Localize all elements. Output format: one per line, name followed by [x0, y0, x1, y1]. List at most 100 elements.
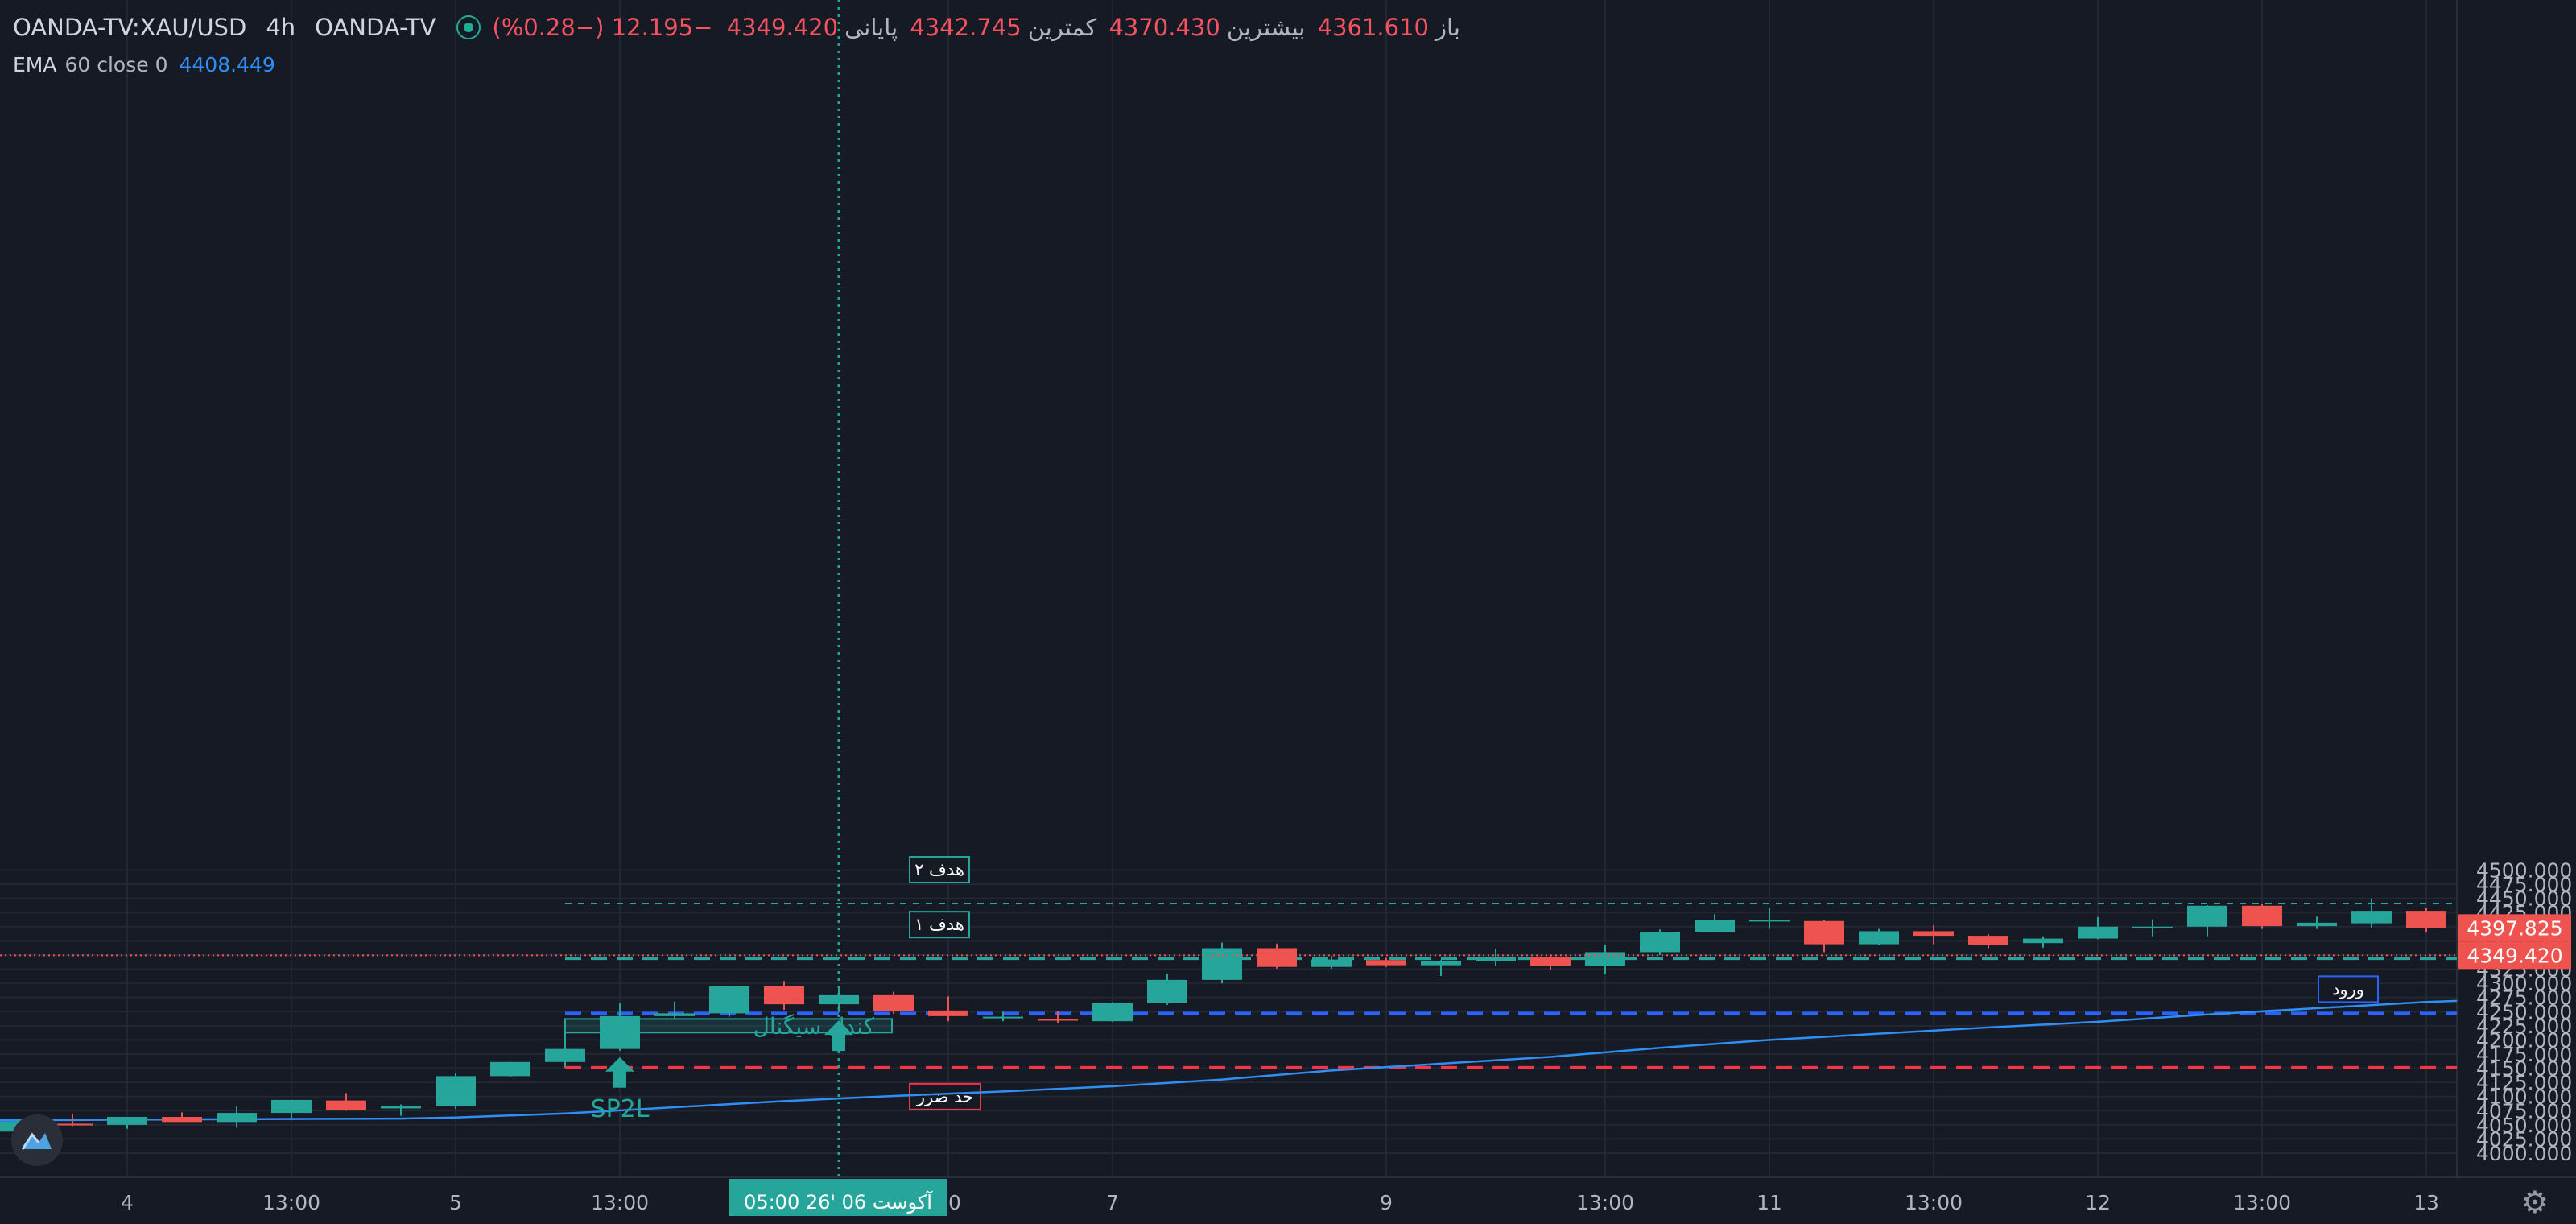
markers: SP2L	[591, 1020, 853, 1123]
last-price-tag-box	[2458, 914, 2571, 942]
time-tick-label: 13:00	[1905, 1191, 1963, 1214]
candle-body	[2078, 926, 2118, 939]
stop-loss-label[interactable]: حد ضرر	[909, 1082, 981, 1110]
close-label: پایانی	[844, 14, 898, 41]
sp2l-marker-label: SP2L	[591, 1095, 650, 1123]
candle-body	[1202, 948, 1242, 980]
signal-candle-box	[564, 1018, 893, 1034]
close-value: 4349.420	[726, 14, 839, 41]
candle	[545, 1048, 585, 1065]
price-tick-label: 4075.000	[2476, 1099, 2572, 1123]
candle-body	[1257, 948, 1297, 967]
candle	[436, 1073, 476, 1110]
candle-body	[1092, 1003, 1133, 1022]
candle-body	[1421, 961, 1461, 966]
high-label: بیشترین	[1226, 14, 1306, 41]
target-2-label-box	[909, 855, 970, 883]
target-1-label-text: هدف ۱	[914, 915, 964, 934]
time-axis[interactable]: 4 13:00 5 13:00 00 7 9 13:00 11 13:00 12 13:00 13	[121, 1191, 2439, 1214]
candle	[52, 1114, 93, 1127]
price-tick-label: 4200.000	[2476, 1028, 2572, 1052]
candle-body	[217, 1113, 257, 1123]
indicator-params: 60 close 0	[64, 52, 168, 76]
candle	[1311, 956, 1352, 969]
candle-body	[1859, 931, 1899, 945]
candle-body	[52, 1123, 93, 1126]
price-tick-label: 4500.000	[2476, 859, 2572, 883]
indicator-value: 4408.449	[179, 52, 275, 76]
current-price-tag-box	[2458, 941, 2571, 970]
last-price-tag: 4397.825	[2458, 914, 2571, 942]
signal-box-layer: کندل سیگنال	[564, 1013, 893, 1068]
candle-body	[1749, 920, 1790, 922]
candle-body	[2132, 926, 2173, 928]
candle	[1476, 949, 1516, 966]
ema-line-right	[2425, 999, 2458, 1003]
candle-body	[1530, 957, 1571, 966]
tradingview-logo-icon[interactable]	[11, 1114, 63, 1166]
candle	[1366, 957, 1406, 967]
signal-arrow-icon	[824, 1020, 853, 1052]
price-tick-label: 4125.000	[2476, 1071, 2572, 1094]
time-tick-label: 9	[1380, 1191, 1393, 1214]
candle-body	[2406, 911, 2446, 928]
candle	[1530, 954, 1571, 970]
symbol-name[interactable]: OANDA-TV:XAU/USD	[13, 14, 247, 41]
price-tick-label: 4475.000	[2476, 873, 2572, 896]
candle-body	[490, 1061, 530, 1077]
candle-body	[326, 1100, 366, 1110]
candle-body	[2023, 938, 2063, 944]
candle-body	[436, 1076, 476, 1106]
candle	[2406, 908, 2446, 932]
high-value: 4370.430	[1108, 14, 1220, 41]
candle	[1038, 1011, 1078, 1024]
candle	[764, 981, 804, 1011]
entry-label[interactable]: ورود	[2318, 975, 2379, 1003]
candle	[709, 985, 749, 1017]
interval-label[interactable]: 4h	[266, 14, 296, 41]
candle-body	[819, 994, 859, 1005]
candle	[271, 1099, 312, 1119]
candle-body	[1640, 932, 1680, 953]
last-price-tag-text: 4397.825	[2467, 916, 2562, 940]
candle	[1147, 974, 1187, 1005]
candle-body	[1038, 1019, 1078, 1021]
settings-gear-icon[interactable]: ⚙	[2520, 1185, 2549, 1220]
target-1-label[interactable]: هدف ۱	[909, 911, 970, 939]
ema-line	[17, 1001, 2427, 1122]
price-tick-label: 4150.000	[2476, 1057, 2572, 1081]
market-status-icon[interactable]	[456, 15, 481, 39]
price-tick-label: 4000.000	[2476, 1142, 2572, 1165]
candle	[381, 1104, 421, 1116]
stop-loss-label-box	[909, 1082, 981, 1110]
candle-body	[600, 1015, 640, 1049]
signal-candle-label: کندل سیگنال	[753, 1013, 875, 1040]
time-tick-label: 4	[121, 1191, 134, 1214]
time-tick-label: 11	[1757, 1191, 1782, 1214]
time-tick-label: 7	[1106, 1191, 1119, 1214]
candle	[107, 1117, 147, 1129]
candle-body	[381, 1106, 421, 1109]
price-tick-label: 4250.000	[2476, 1000, 2572, 1023]
candle	[2351, 898, 2392, 928]
candle	[2242, 904, 2282, 929]
price-axis[interactable]: 4000.0004025.0004050.0004075.0004100.000…	[2476, 859, 2572, 1165]
candle	[654, 1001, 695, 1019]
indicator-legend[interactable]: EMA 60 close 0 4408.449	[13, 50, 287, 79]
price-tick-label: 4175.000	[2476, 1043, 2572, 1066]
logo-mark-icon	[21, 1132, 52, 1150]
price-tick-label: 4025.000	[2476, 1127, 2572, 1151]
candle	[1092, 1002, 1133, 1022]
target-2-label[interactable]: هدف ۲	[909, 855, 970, 883]
entry-label-text: ورود	[2332, 979, 2364, 999]
time-tick-label: 13:00	[262, 1191, 320, 1214]
candle-body	[1311, 959, 1352, 967]
candle-body	[654, 1013, 695, 1016]
low-label: کمترین	[1027, 14, 1097, 41]
symbol-legend: OANDA-TV:XAU/USD 4h OANDA-TV باز4361.610…	[13, 10, 1476, 45]
candle	[1695, 914, 1735, 932]
entry-label-box	[2318, 975, 2379, 1003]
candle-body	[1804, 920, 1844, 945]
